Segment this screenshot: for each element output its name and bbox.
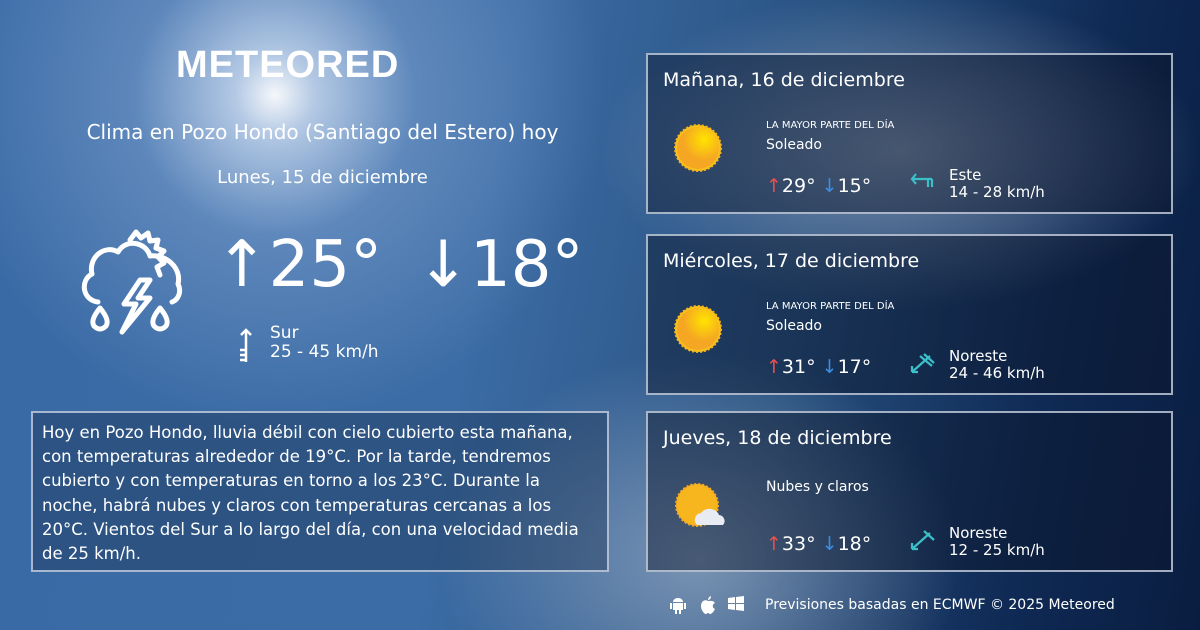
forecast-card[interactable]: Miércoles, 17 de diciembre LA MAYOR PART… <box>646 234 1173 395</box>
sun-icon <box>673 123 723 177</box>
arrow-up-icon: ↑ <box>215 228 269 302</box>
wind-arrow-icon <box>240 328 252 362</box>
forecast-min: 17° <box>837 356 872 378</box>
arrow-down-icon: ↓ <box>821 533 838 555</box>
sun-icon <box>673 304 723 358</box>
forecast-max: 33° <box>781 533 816 555</box>
forecast-min: 18° <box>837 533 872 555</box>
today-min: 18° <box>470 228 584 302</box>
today-max: 25° <box>268 228 383 302</box>
arrow-down-icon: ↓ <box>821 175 838 197</box>
page-title: Clima en Pozo Hondo (Santiago del Estero… <box>86 120 559 144</box>
android-icon[interactable] <box>668 595 688 620</box>
forecast-wind-direction: Noreste <box>949 524 1008 542</box>
footer-credit: Previsiones basadas en ECMWF © 2025 Mete… <box>765 597 1115 613</box>
forecast-date: Miércoles, 17 de diciembre <box>663 250 920 272</box>
arrow-up-icon: ↑ <box>766 533 782 555</box>
today-description: Hoy en Pozo Hondo, lluvia débil con ciel… <box>31 411 609 572</box>
wind-arrow-icon <box>910 173 934 187</box>
forecast-condition: Soleado <box>766 137 822 153</box>
forecast-wind-speed: 14 - 28 km/h <box>949 183 1045 201</box>
forecast-temperatures: ↑31° ↓17° <box>766 356 871 378</box>
forecast-max: 31° <box>781 356 816 378</box>
forecast-wind-direction: Noreste <box>949 347 1008 365</box>
wind-arrow-icon <box>910 353 935 374</box>
forecast-wind: Noreste 12 - 25 km/h <box>949 525 1045 559</box>
arrow-down-icon: ↓ <box>821 356 838 378</box>
meteored-logo: METEORED <box>176 44 400 86</box>
forecast-temperatures: ↑29° ↓15° <box>766 175 871 197</box>
forecast-temperatures: ↑33° ↓18° <box>766 533 871 555</box>
forecast-card[interactable]: Jueves, 18 de diciembre Nubes y claros ↑… <box>646 411 1173 572</box>
apple-icon[interactable] <box>698 595 718 620</box>
forecast-note: LA MAYOR PARTE DEL DÍA <box>766 120 895 131</box>
forecast-card[interactable]: Mañana, 16 de diciembre LA MAYOR PARTE D… <box>646 53 1173 214</box>
arrow-up-icon: ↑ <box>766 175 782 197</box>
windows-icon[interactable] <box>727 595 745 618</box>
forecast-date: Mañana, 16 de diciembre <box>663 69 905 91</box>
forecast-condition: Nubes y claros <box>766 479 869 495</box>
sun-cloud-icon <box>673 481 729 535</box>
forecast-min: 15° <box>837 175 872 197</box>
today-wind-direction: Sur <box>270 323 299 343</box>
wind-arrow-icon <box>910 530 935 551</box>
forecast-date: Jueves, 18 de diciembre <box>663 427 892 449</box>
today-date: Lunes, 15 de diciembre <box>217 167 428 188</box>
arrow-down-icon: ↓ <box>416 228 471 302</box>
forecast-wind-speed: 12 - 25 km/h <box>949 541 1045 559</box>
forecast-wind-speed: 24 - 46 km/h <box>949 364 1045 382</box>
today-wind-speed: 25 - 45 km/h <box>270 342 379 362</box>
forecast-wind: Este 14 - 28 km/h <box>949 167 1045 201</box>
storm-rain-sun-icon <box>81 229 183 335</box>
arrow-up-icon: ↑ <box>766 356 782 378</box>
forecast-wind: Noreste 24 - 46 km/h <box>949 348 1045 382</box>
today-wind: Sur 25 - 45 km/h <box>270 324 379 362</box>
forecast-note: LA MAYOR PARTE DEL DÍA <box>766 301 895 312</box>
today-temperatures: ↑25° ↓18° <box>215 228 583 302</box>
forecast-condition: Soleado <box>766 318 822 334</box>
forecast-max: 29° <box>781 175 816 197</box>
forecast-wind-direction: Este <box>949 166 982 184</box>
